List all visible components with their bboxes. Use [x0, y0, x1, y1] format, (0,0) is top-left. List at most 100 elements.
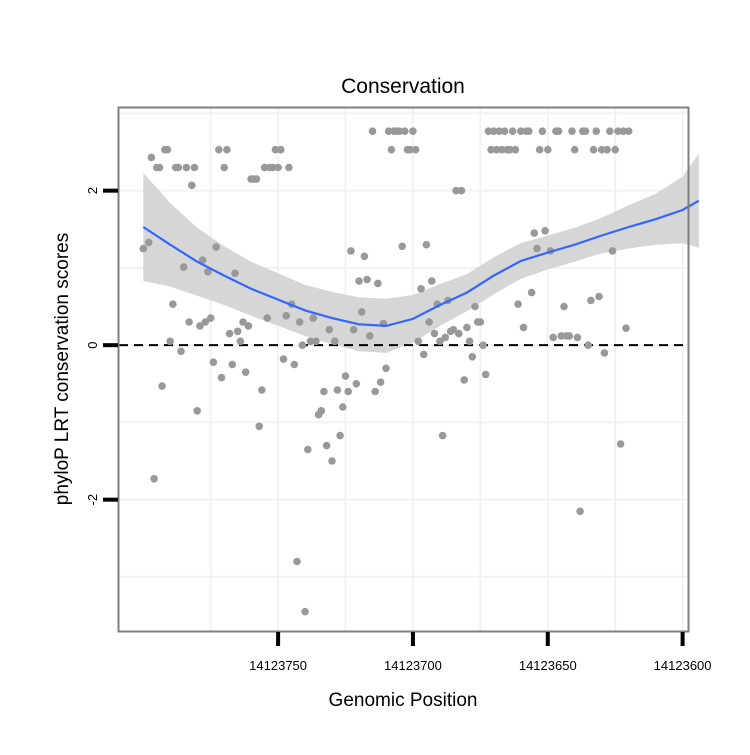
data-point	[622, 324, 630, 333]
data-point	[236, 337, 245, 346]
data-point	[295, 318, 304, 326]
data-point	[147, 153, 156, 162]
data-point	[277, 145, 285, 154]
data-point	[624, 127, 633, 135]
data-point	[428, 277, 436, 285]
confidence-band-layer	[143, 153, 699, 353]
data-point	[155, 163, 164, 172]
data-point	[457, 186, 466, 195]
smooth-line	[142, 199, 700, 328]
data-point	[589, 145, 598, 154]
data-point	[600, 349, 609, 357]
data-point	[401, 127, 409, 135]
data-point	[233, 327, 242, 336]
data-point	[595, 292, 603, 301]
y-axis: -2 0 2	[85, 187, 118, 505]
data-point	[495, 127, 504, 135]
data-point	[241, 368, 250, 377]
data-point	[306, 337, 315, 346]
data-point	[244, 322, 253, 330]
data-point	[228, 360, 237, 369]
data-point	[481, 370, 490, 379]
data-point	[527, 288, 536, 297]
x-axis-label: Genomic Position	[329, 690, 478, 711]
data-point	[333, 386, 342, 394]
confidence-band	[143, 153, 699, 353]
data-point	[182, 163, 191, 172]
data-point	[188, 181, 196, 190]
data-point	[150, 475, 158, 483]
data-point	[193, 407, 201, 415]
data-point	[366, 332, 374, 340]
x-tick-label: 14123600	[654, 658, 712, 673]
data-point	[357, 308, 366, 316]
data-point	[349, 325, 358, 334]
data-point	[576, 507, 584, 516]
data-point	[325, 325, 334, 334]
data-point	[177, 347, 185, 356]
data-point	[597, 145, 606, 154]
data-point	[279, 355, 288, 363]
data-point	[541, 227, 549, 235]
x-tick-label: 14123650	[519, 658, 577, 673]
data-point	[255, 422, 263, 431]
grid-lines	[119, 108, 688, 631]
data-point	[611, 145, 619, 154]
data-point	[616, 440, 625, 448]
data-point	[544, 145, 552, 154]
data-point	[438, 431, 447, 440]
y-tick-label: 0	[85, 342, 100, 349]
data-point	[581, 127, 590, 135]
data-point	[239, 318, 247, 326]
data-point	[209, 358, 218, 367]
data-point	[382, 364, 390, 373]
data-point	[185, 318, 193, 326]
data-point	[508, 127, 517, 135]
data-point	[419, 350, 428, 359]
data-point	[476, 318, 485, 326]
data-point	[339, 403, 347, 411]
data-point	[425, 318, 433, 326]
data-point	[374, 279, 382, 288]
data-point	[395, 127, 404, 135]
data-point	[484, 127, 493, 135]
data-point	[573, 333, 582, 342]
data-point	[376, 378, 385, 387]
data-point	[465, 337, 474, 346]
data-point	[169, 300, 177, 309]
data-point	[304, 445, 312, 454]
data-point	[606, 127, 614, 135]
data-point	[619, 127, 628, 135]
data-point	[500, 127, 509, 135]
data-point	[603, 145, 611, 154]
data-point	[190, 163, 199, 172]
data-point	[352, 380, 361, 388]
data-point	[322, 441, 331, 450]
data-point	[530, 229, 539, 237]
data-point	[212, 243, 220, 251]
data-point	[511, 145, 520, 154]
data-point	[198, 256, 207, 265]
data-point	[330, 337, 339, 346]
data-point	[463, 323, 471, 332]
data-point	[347, 247, 355, 255]
data-point	[479, 341, 487, 350]
data-point	[587, 296, 595, 305]
data-point	[139, 244, 148, 253]
data-point	[309, 314, 318, 322]
data-point	[201, 318, 210, 326]
data-point	[260, 163, 269, 172]
data-point	[368, 127, 377, 135]
data-point	[517, 127, 525, 135]
data-point	[568, 127, 576, 135]
data-point	[271, 145, 280, 154]
data-point	[487, 145, 495, 154]
data-point	[592, 127, 601, 135]
data-point	[614, 127, 622, 135]
data-point	[411, 145, 420, 154]
data-point	[263, 314, 272, 322]
data-point	[258, 386, 266, 394]
data-point	[422, 240, 431, 249]
